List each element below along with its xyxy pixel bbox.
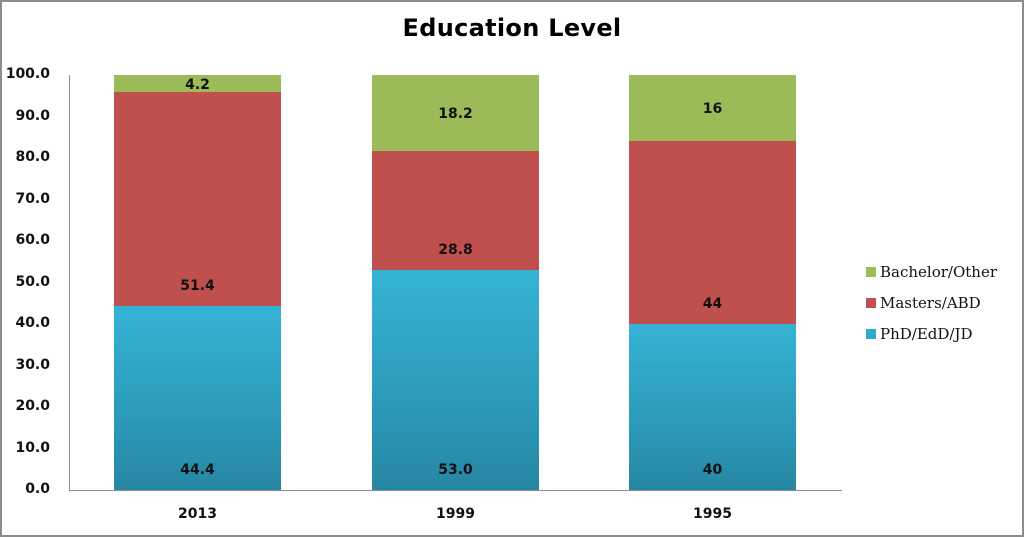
x-tick-label: 1995 <box>693 506 732 522</box>
legend: Bachelor/Other Masters/ABD PhD/EdD/JD <box>866 258 997 351</box>
legend-item-phd: PhD/EdD/JD <box>866 320 997 347</box>
x-tick-label: 1999 <box>436 506 475 522</box>
data-label: 53.0 <box>438 462 473 478</box>
legend-swatch-icon <box>866 328 876 339</box>
y-tick-label: 40.0 <box>15 315 50 331</box>
data-label: 28.8 <box>438 242 473 259</box>
y-tick-label: 90.0 <box>15 107 50 124</box>
y-tick-label: 0.0 <box>25 481 50 497</box>
x-axis-line <box>69 490 842 491</box>
y-axis-line <box>69 75 70 490</box>
bar-segment-bachelor <box>372 75 539 151</box>
data-label: 44.4 <box>180 462 215 478</box>
y-tick-label: 60.0 <box>15 232 50 248</box>
legend-item-bachelor: Bachelor/Other <box>866 258 997 285</box>
legend-label: PhD/EdD/JD <box>880 324 973 343</box>
x-tick-label: 2013 <box>178 506 217 522</box>
data-label: 18.2 <box>438 105 473 122</box>
bar-segment-phd <box>629 324 796 490</box>
bar-segment-masters <box>372 150 539 271</box>
bar-segment-bachelor <box>629 75 796 142</box>
bar-segment-phd <box>372 270 539 490</box>
data-label: 44 <box>702 296 723 312</box>
legend-label: Bachelor/Other <box>880 262 997 281</box>
y-tick-label: 80.0 <box>15 149 50 165</box>
data-label: 51.4 <box>180 277 215 294</box>
legend-item-masters: Masters/ABD <box>866 289 997 316</box>
legend-swatch-icon <box>866 297 876 308</box>
stacked-bar-1995: 40 44 16 <box>629 75 796 490</box>
data-label: 16 <box>702 101 723 118</box>
y-tick-label: 20.0 <box>15 398 50 414</box>
legend-label: Masters/ABD <box>880 293 981 312</box>
y-tick-label: 10.0 <box>15 439 50 456</box>
bar-segment-masters <box>114 92 281 306</box>
stacked-bar-2013: 44.4 51.4 4.2 <box>114 75 281 490</box>
data-label: 40 <box>702 462 723 478</box>
data-label: 4.2 <box>185 76 210 93</box>
bar-segment-bachelor <box>114 75 281 93</box>
y-tick-label: 70.0 <box>15 190 50 207</box>
legend-swatch-icon <box>866 266 876 277</box>
bar-segment-masters <box>629 141 796 324</box>
y-tick-label: 100.0 <box>5 66 50 82</box>
bar-segment-phd <box>114 305 281 490</box>
y-tick-label: 50.0 <box>15 273 50 290</box>
stacked-bar-1999: 53.0 28.8 18.2 <box>372 75 539 490</box>
chart-title: Education Level <box>402 14 622 42</box>
y-tick-label: 30.0 <box>15 356 50 373</box>
